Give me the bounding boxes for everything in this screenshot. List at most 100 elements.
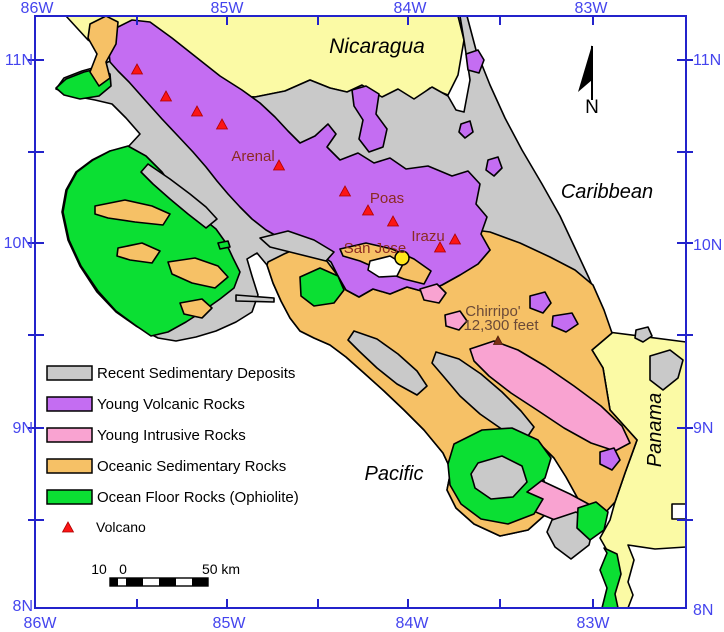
place-label: Poas [370,190,404,207]
herradura-green-region [299,267,345,307]
geo-label-panama: Panama [644,393,666,468]
legend-swatch-orange [46,458,93,474]
scalebar-outline [109,577,209,587]
panama-gray-1-region [649,349,684,391]
intrusive-blob-2-region [444,310,468,331]
volcanic-blob-4-region [529,291,552,314]
southwest-gray-band-region [259,230,335,262]
right-axis-label: 9N [693,420,713,437]
nicoya-orange-1-region [94,199,171,226]
legend-swatch-gray [46,365,93,381]
volcano-marker [272,159,286,171]
top-axis-label: 86W [21,0,55,17]
san-jose-city-marker [394,250,410,266]
place-label: San Jose [344,240,407,257]
bottom-axis-label: 86W [24,615,58,632]
place-label: 12,300 feet [463,317,539,334]
volcano-marker [386,215,400,227]
volcanic-finger-region [351,85,388,153]
osa-gray-region [470,455,528,500]
legend-swatch-pink [46,427,93,443]
marker-layer [130,63,504,345]
volcano-marker [338,185,352,197]
scalebar-label: 50 km [202,561,240,577]
map-frame-border [34,15,687,609]
geo-label-nicaragua: Nicaragua [329,35,425,58]
scalebar-label: 0 [119,561,127,577]
talamanca-intrusive-region [469,340,631,452]
volcano-marker [190,105,204,117]
golfito-green-region [576,501,609,541]
nicoya-orange-2-region [116,242,161,264]
right-axis-label: 11N [693,52,721,69]
left-axis-label: 11N [5,52,33,69]
legend-label: Ocean Floor Rocks (Ophiolite) [97,489,299,506]
legend-swatch-purple [46,396,93,412]
northwest-orange-strip-region [87,15,119,87]
scalebar-segment [192,578,208,586]
volcano-marker [215,118,229,130]
scalebar-segment [118,578,126,586]
volcano-marker [448,233,462,245]
volcano-marker [130,63,144,75]
top-axis-label: 84W [394,0,428,17]
legend-volcano-marker [61,521,75,533]
legend-label: Recent Sedimentary Deposits [97,365,295,382]
geo-label-pacific: Pacific [365,463,424,485]
volcano-marker [361,204,375,216]
place-label: Chirripo' [465,303,521,320]
scalebar-label: 10 [91,561,107,577]
geology-layer [55,15,687,609]
scalebar-segment [176,578,192,586]
north-arrow-letter: N [585,97,599,118]
san-jose-white-unit-region [367,255,404,278]
volcano-marker [159,90,173,102]
bottom-axis-label: 83W [577,615,611,632]
grid-frame-layer [28,15,693,609]
volcanic-blob-2-region [458,120,474,139]
quepos-coast-gray-region [347,330,428,396]
legend-label: Young Volcanic Rocks [97,396,245,413]
legend-label: Oceanic Sedimentary Rocks [97,458,286,475]
nicoya-gray-band-region [140,163,218,229]
volcanic-blob-3-region [485,156,503,177]
place-label: Arenal [231,148,274,165]
scalebar-segment [159,578,176,586]
place-label: Irazu [411,228,444,245]
right-axis-label: 8N [693,602,713,619]
geo-label-caribbean: Caribbean [561,181,653,203]
puntarenas-spit-region [235,294,275,303]
north-arrow: N [578,45,599,118]
volcanic-blob-5-region [551,312,579,333]
chirripo-peak-marker [492,335,504,345]
north-arrow-head [578,45,592,92]
left-axis-label: 9N [13,420,33,437]
legend: Recent Sedimentary Deposits Young Volcani… [46,365,299,535]
legend-swatch-green [46,489,93,505]
right-axis-label: 10N [693,237,722,254]
legend-label: Volcano [96,519,146,535]
left-axis-label: 10N [4,235,33,252]
intrusive-blob-1-region [419,283,447,304]
left-axis-label: 8N [13,598,33,615]
tiny-green-region [217,240,231,250]
scalebar-segment [143,578,159,586]
scale-bar: 10 0 50 km [91,561,240,587]
nicoya-orange-3-region [167,257,229,289]
bottom-axis-label: 85W [213,615,247,632]
scalebar-segment [110,578,118,586]
nicoya-orange-4-region [179,298,213,319]
volcanic-blob-1-region [465,49,485,74]
scalebar-segment [126,578,143,586]
legend-label: Young Intrusive Rocks [97,427,246,444]
top-axis-label: 85W [211,0,245,17]
panama-gray-2-region [634,326,653,343]
top-axis-label: 83W [575,0,609,17]
volcanic-blob-6-region [599,447,621,471]
volcanic-main-region [107,19,491,298]
volcano-marker [433,241,447,253]
bottom-axis-label: 84W [396,615,430,632]
